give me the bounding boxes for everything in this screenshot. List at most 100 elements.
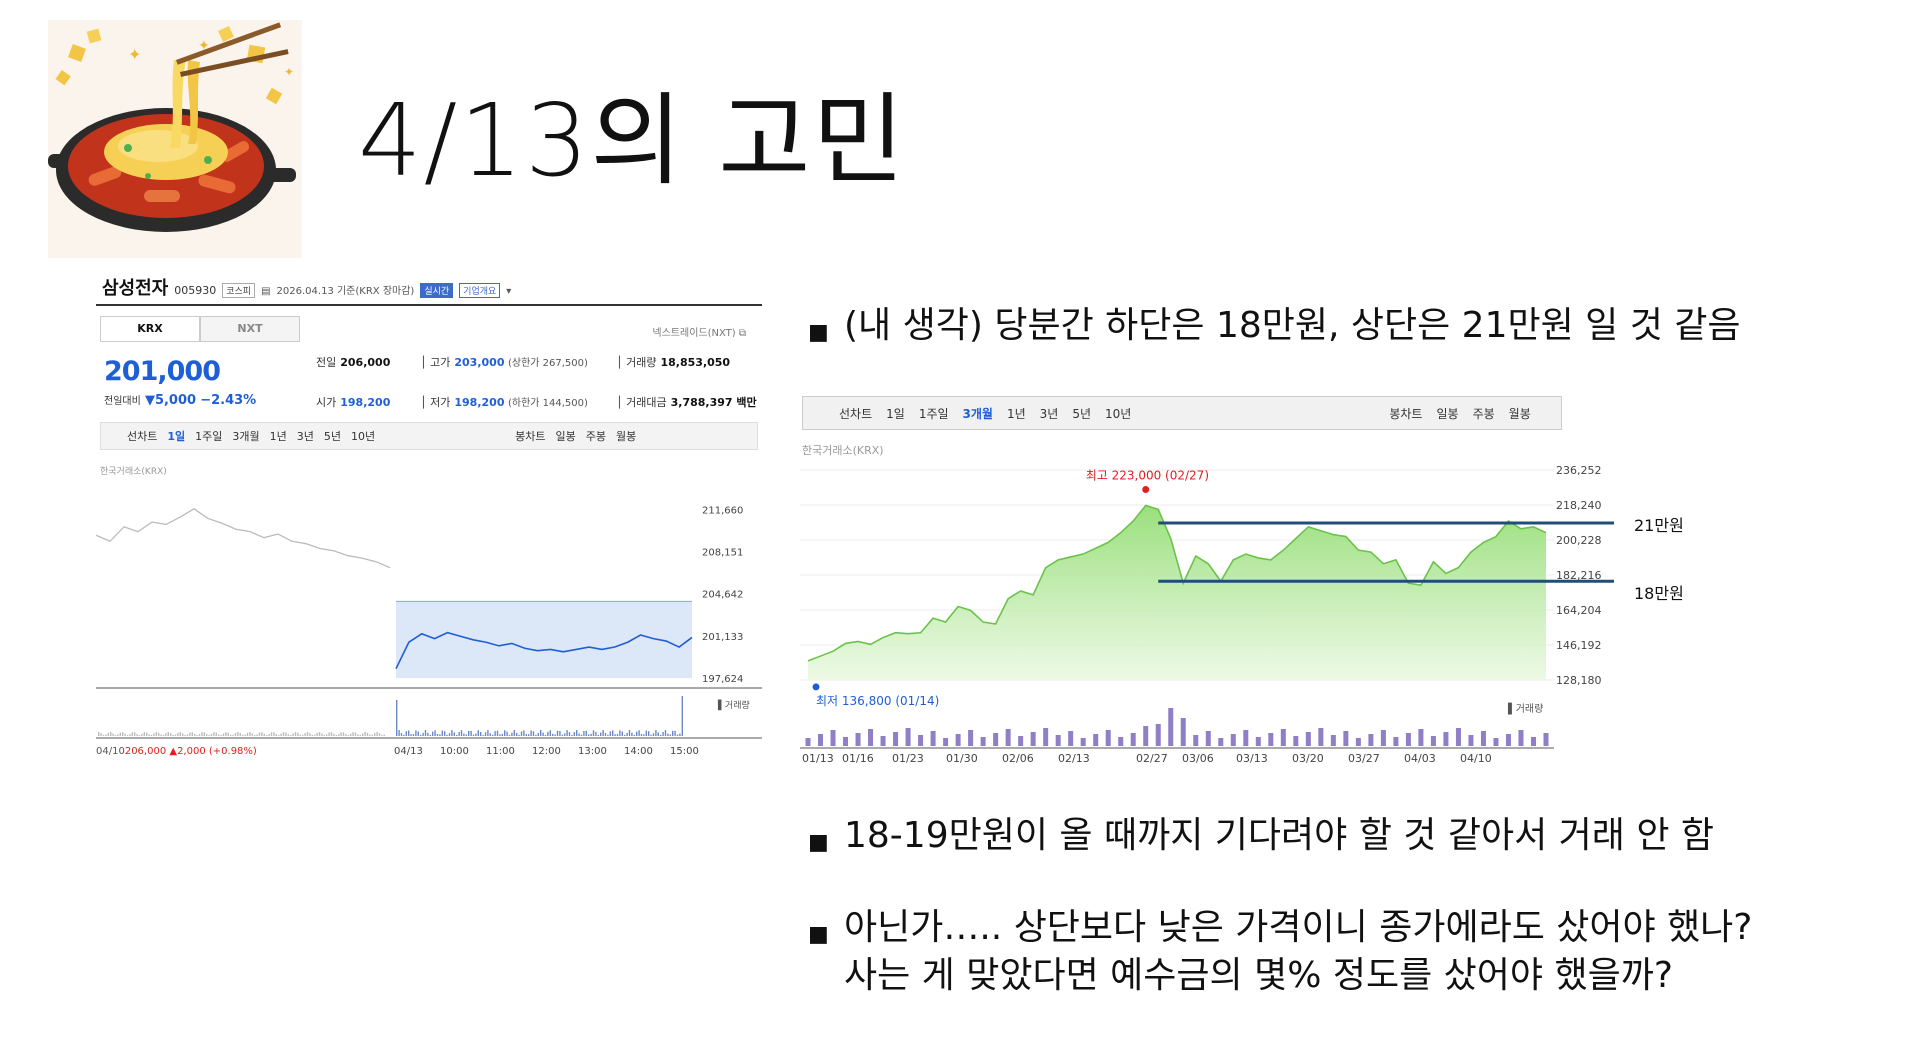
today-price-line <box>395 631 693 670</box>
left-volume-bar <box>472 734 475 736</box>
realtime-button[interactable]: 실시간 <box>420 283 454 298</box>
left-volume-bar <box>427 732 429 736</box>
external-link-icon[interactable]: ⧉ <box>738 328 746 339</box>
left-chart-source: 한국거래소(KRX) <box>100 467 167 477</box>
left-prev-volume-bar <box>347 734 349 736</box>
today-series <box>395 631 693 670</box>
candle-monthly[interactable]: 월봉 <box>616 430 637 443</box>
left-volume-bar <box>660 734 662 736</box>
right-volume-bar <box>1155 724 1161 746</box>
left-volume-bar <box>674 730 676 736</box>
left-volume-bar <box>398 730 400 736</box>
left-prev-volume-bar <box>294 732 297 736</box>
right-volume-bar <box>918 735 924 746</box>
left-prev-volume-bar <box>162 734 165 736</box>
left-volume-bar <box>607 734 609 736</box>
left-prev-volume-bar <box>107 732 109 736</box>
tab-nxt[interactable]: NXT <box>200 316 300 342</box>
stock-name[interactable]: 삼성전자 <box>102 278 169 299</box>
header-divider <box>96 304 762 306</box>
left-volume-bar <box>624 734 626 736</box>
range-1w[interactable]: 1주일 <box>195 430 223 443</box>
left-volume-bar <box>460 730 463 736</box>
right-volume-bar <box>1305 732 1311 746</box>
left-prev-volume-bar <box>134 732 136 736</box>
stock-code: 005930 <box>174 284 217 297</box>
range-5y[interactable]: 5년 <box>323 430 342 443</box>
range-1d[interactable]: 1일 <box>886 406 905 421</box>
range-1w[interactable]: 1주일 <box>918 406 949 421</box>
candle-chart-option[interactable]: 봉차트 <box>515 430 546 443</box>
left-volume-bar <box>480 732 482 736</box>
right-volume-bar <box>893 732 899 746</box>
left-prev-volume-bar <box>280 733 282 736</box>
left-volume-bar <box>679 733 681 736</box>
right-volume-bar <box>1293 736 1299 746</box>
left-volume-bar <box>410 734 412 736</box>
left-prev-volume-bar <box>172 734 174 736</box>
left-volume-bar <box>405 731 407 736</box>
range-3y[interactable]: 3년 <box>296 430 314 443</box>
left-volume-bar <box>453 732 455 736</box>
range-1y[interactable]: 1년 <box>269 430 287 443</box>
line-chart-option[interactable]: 선차트 <box>127 430 158 443</box>
right-volume-bar <box>1130 733 1136 746</box>
left-y-tick-1: 208,151 <box>702 547 743 558</box>
range-10y[interactable]: 10년 <box>351 430 376 443</box>
bullet-3: ■ 아닌가….. 상단보다 낮은 가격이니 종가에라도 샀어야 했나? 사는 게… <box>796 904 1752 999</box>
range-10y[interactable]: 10년 <box>1105 406 1132 421</box>
support-resistance-lines <box>1158 521 1614 583</box>
range-5y[interactable]: 5년 <box>1072 406 1092 421</box>
stock-panel: 삼성전자 005930 코스피 ▤ 2026.04.13 기준(KRX 장마감)… <box>96 268 762 768</box>
chevron-down-icon[interactable]: ▾ <box>506 286 512 297</box>
candle-daily[interactable]: 일봉 <box>555 430 576 443</box>
right-volume-bars <box>800 708 1554 749</box>
left-prev-volume-bar <box>100 733 102 736</box>
left-prev-volume-bar <box>215 732 217 736</box>
left-prev-volume-bar <box>232 734 234 736</box>
left-prev-volume-bar <box>359 734 361 736</box>
left-prev-volume-bar <box>302 734 304 736</box>
left-prev-volume-bar <box>309 733 311 736</box>
range-3m[interactable]: 3개월 <box>962 406 993 421</box>
left-volume-bar <box>501 733 503 736</box>
right-volume-bar <box>1105 730 1111 746</box>
left-prev-volume-bar <box>246 732 249 736</box>
left-prev-volume-bar <box>270 732 273 736</box>
right-volume-bar <box>1018 736 1024 746</box>
nxt-link[interactable]: 넥스트레이드(NXT) ⧉ <box>652 328 746 339</box>
right-volume-bar <box>905 728 911 746</box>
range-1y[interactable]: 1년 <box>1006 406 1026 421</box>
slide-title: 4/13의 고민 <box>358 82 907 199</box>
left-volume-bar <box>434 730 436 736</box>
left-prev-volume-bar <box>364 732 366 736</box>
range-3m[interactable]: 3개월 <box>232 430 260 443</box>
candle-weekly[interactable]: 주봉 <box>1472 406 1495 421</box>
candle-weekly[interactable]: 주봉 <box>585 430 607 443</box>
company-overview-dropdown[interactable]: 기업개요 <box>459 283 501 298</box>
right-x-tick-1: 01/16 <box>842 752 874 765</box>
tab-krx[interactable]: KRX <box>100 316 200 342</box>
left-volume-bar <box>547 731 549 736</box>
candle-daily[interactable]: 일봉 <box>1436 406 1459 421</box>
left-prev-volume-bar <box>374 733 376 736</box>
left-prev-volume-bar <box>117 734 119 736</box>
left-volume-bar <box>571 734 573 736</box>
right-volume-bar <box>1193 735 1199 746</box>
range-3y[interactable]: 3년 <box>1039 406 1059 421</box>
left-volume-bar <box>530 730 532 736</box>
line-chart-option[interactable]: 선차트 <box>839 406 873 421</box>
candle-monthly[interactable]: 월봉 <box>1508 406 1531 421</box>
right-y-tick-5: 146,192 <box>1556 639 1602 652</box>
left-volume-bar <box>576 730 578 736</box>
left-volume-bar <box>648 731 650 736</box>
left-volume-bar <box>626 732 628 736</box>
left-y-axis: 211,660 208,151 204,642 201,133 197,624 <box>702 505 743 685</box>
left-volume-bar <box>396 700 398 736</box>
left-prev-volume-bar <box>170 733 172 736</box>
right-volume-bar <box>1480 731 1486 746</box>
left-volume-bar <box>400 733 403 736</box>
range-1d[interactable]: 1일 <box>167 430 186 443</box>
candle-chart-option[interactable]: 봉차트 <box>1389 406 1423 421</box>
right-volume-bar <box>818 734 824 746</box>
